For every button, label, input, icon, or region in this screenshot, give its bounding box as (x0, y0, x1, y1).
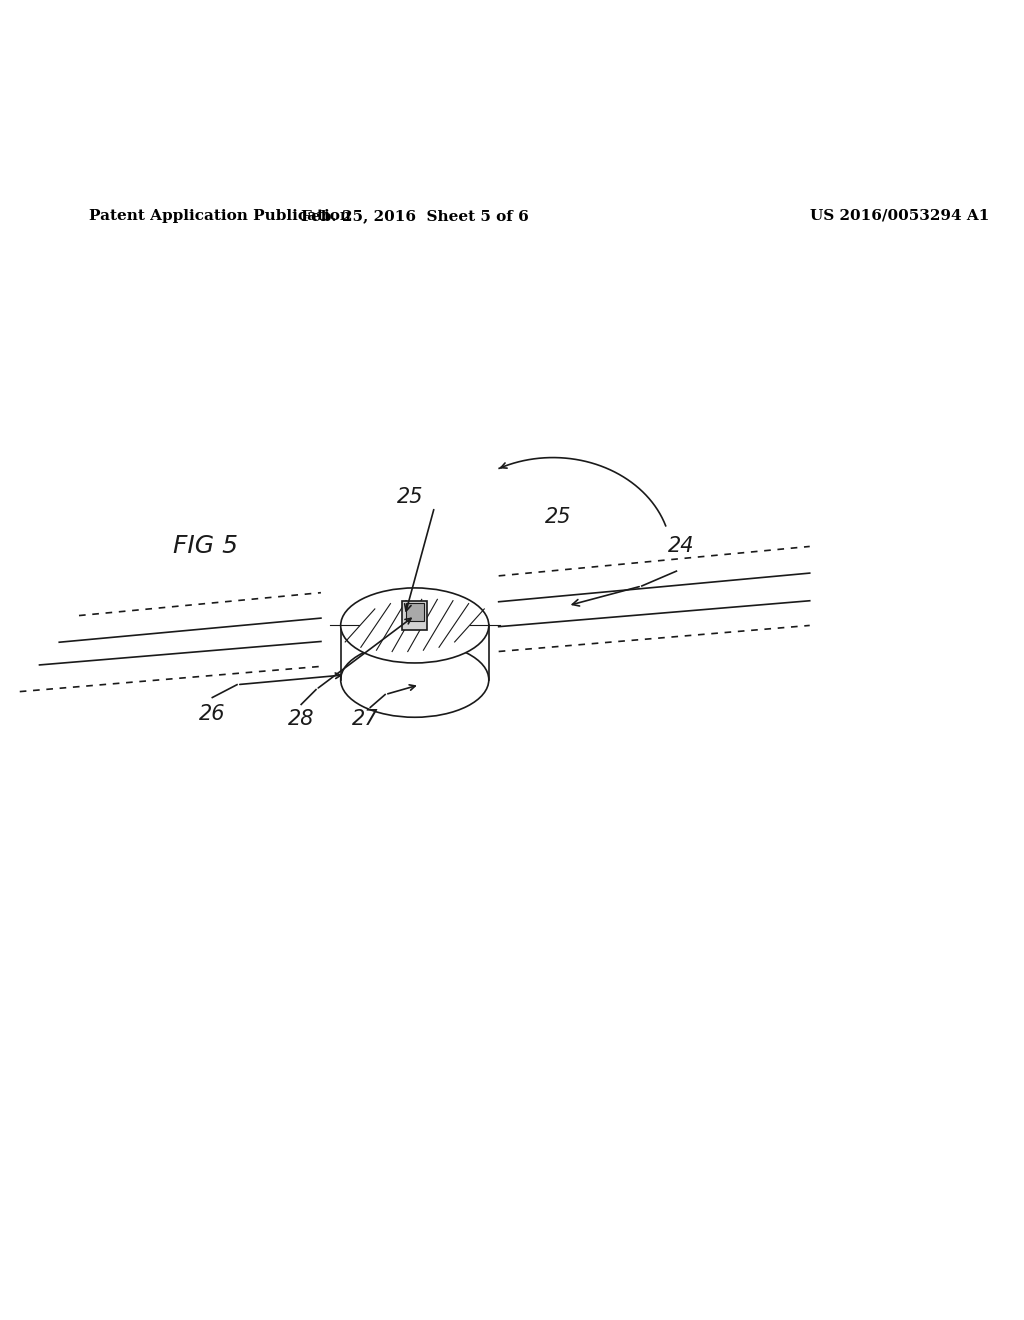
Text: 24: 24 (668, 536, 694, 557)
Bar (402, 601, 427, 631)
Text: 27: 27 (352, 709, 379, 729)
Text: 25: 25 (545, 507, 571, 527)
Ellipse shape (341, 587, 488, 663)
Text: Feb. 25, 2016  Sheet 5 of 6: Feb. 25, 2016 Sheet 5 of 6 (301, 209, 528, 223)
Text: US 2016/0053294 A1: US 2016/0053294 A1 (810, 209, 989, 223)
Bar (406, 603, 424, 620)
Text: Patent Application Publication: Patent Application Publication (89, 209, 351, 223)
Text: FIG 5: FIG 5 (173, 535, 238, 558)
Text: 28: 28 (288, 709, 314, 729)
Text: 26: 26 (199, 705, 225, 725)
Text: 25: 25 (396, 487, 423, 507)
